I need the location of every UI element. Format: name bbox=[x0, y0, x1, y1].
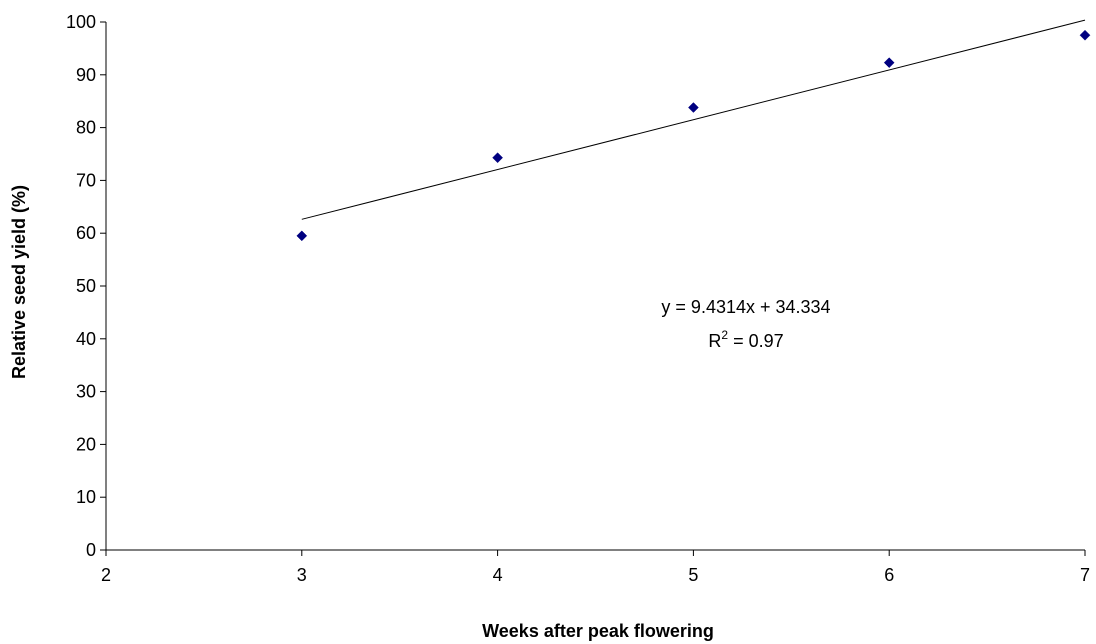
y-tick-label: 20 bbox=[76, 434, 96, 454]
y-tick-label: 60 bbox=[76, 223, 96, 243]
axes bbox=[105, 22, 1085, 551]
y-tick-label: 100 bbox=[66, 12, 96, 32]
data-point bbox=[883, 57, 895, 69]
x-tick-label: 6 bbox=[884, 565, 894, 585]
x-axis-title: Weeks after peak flowering bbox=[482, 621, 714, 641]
r-squared-prefix: R bbox=[708, 331, 721, 351]
x-tick-label: 7 bbox=[1080, 565, 1090, 585]
y-tick-label: 90 bbox=[76, 65, 96, 85]
data-points bbox=[296, 29, 1091, 242]
data-point bbox=[296, 230, 308, 242]
y-axis-title: Relative seed yield (%) bbox=[9, 185, 29, 379]
y-tick-label: 10 bbox=[76, 487, 96, 507]
y-ticks: 0 10 20 30 40 50 60 70 80 90 100 bbox=[66, 12, 106, 560]
data-point bbox=[1079, 29, 1091, 41]
x-ticks: 2 3 4 5 6 7 bbox=[101, 550, 1090, 585]
r-squared-superscript: 2 bbox=[721, 328, 728, 342]
data-point bbox=[492, 152, 503, 164]
x-tick-label: 2 bbox=[101, 565, 111, 585]
y-tick-label: 80 bbox=[76, 118, 96, 138]
x-tick-label: 3 bbox=[297, 565, 307, 585]
trendline-group bbox=[301, 19, 1086, 220]
y-tick-label: 50 bbox=[76, 276, 96, 296]
x-tick-label: 4 bbox=[493, 565, 503, 585]
y-tick-label: 30 bbox=[76, 382, 96, 402]
trendline bbox=[301, 19, 1086, 220]
trendline-equation: y = 9.4314x + 34.334 bbox=[661, 297, 830, 317]
data-point bbox=[688, 102, 699, 113]
r-squared-value: = 0.97 bbox=[728, 331, 784, 351]
y-tick-label: 70 bbox=[76, 170, 96, 190]
y-tick-label: 0 bbox=[86, 540, 96, 560]
x-tick-label: 5 bbox=[688, 565, 698, 585]
y-tick-label: 40 bbox=[76, 329, 96, 349]
r-squared-label: R2 = 0.97 bbox=[708, 328, 783, 351]
